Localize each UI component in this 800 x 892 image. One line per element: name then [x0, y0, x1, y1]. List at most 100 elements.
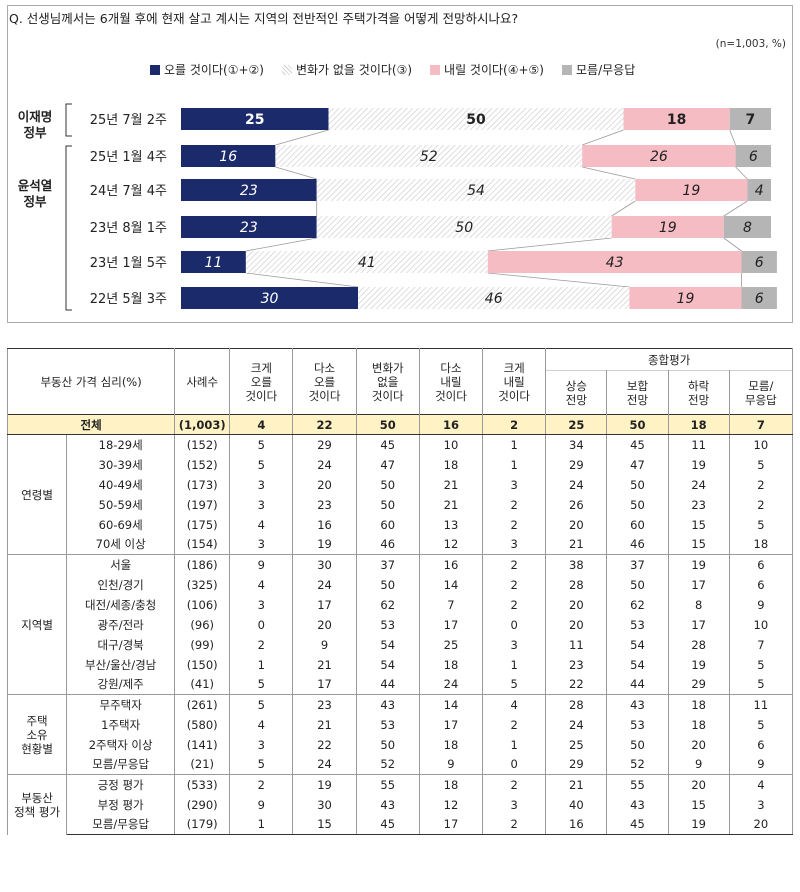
table-cell: 43 [355, 794, 420, 815]
row-label: 무주택자 [66, 694, 176, 715]
question-text: Q. 선생님께서는 6개월 후에 현재 살고 계시는 지역의 전반적인 주택가격… [9, 11, 519, 26]
table-cell: 9 [667, 754, 730, 775]
table-cell: 21 [418, 474, 484, 495]
row-label: 50-59세 [66, 494, 176, 515]
table-cell: 5 [229, 754, 294, 775]
table-cell: 3 [728, 794, 794, 815]
table-cell: 18 [667, 714, 730, 735]
table-cell: 43 [606, 694, 669, 715]
category-label: 23년 8월 1주 [90, 221, 167, 236]
table-cell: (173) [174, 474, 231, 495]
table-cell: 50 [606, 574, 669, 595]
table-cell: 1 [482, 454, 547, 475]
connector-line [582, 129, 624, 146]
table-cell: (186) [174, 554, 231, 575]
table-cell: 15 [667, 794, 730, 815]
table-cell: 53 [606, 614, 669, 635]
table-cell: 3 [229, 494, 294, 515]
header-cell: 사례수 [174, 348, 231, 415]
category-label: 25년 1월 4주 [90, 150, 167, 165]
table-cell: 11 [545, 634, 608, 655]
table-cell: 60 [606, 514, 669, 535]
table-cell: 25 [545, 414, 608, 435]
table-cell: 17 [418, 614, 484, 635]
table-cell: 3 [229, 734, 294, 755]
table-cell: 2 [482, 554, 547, 575]
table-cell: 47 [355, 454, 420, 475]
table-cell: 8 [667, 594, 730, 615]
table-cell: 50 [606, 414, 669, 435]
table-cell: (154) [174, 534, 231, 555]
table-cell: 45 [606, 434, 669, 455]
table-cell: 9 [292, 634, 357, 655]
bar-segment [358, 287, 630, 309]
table-cell: 18 [418, 774, 484, 795]
row-label: 대구/경북 [66, 634, 176, 655]
table-cell: 0 [229, 614, 294, 635]
table-cell: 23 [545, 654, 608, 675]
table-row: 강원/제주 (41) 5 17 44 24 5 22 44 29 5 [8, 674, 794, 695]
stacked-bar-chart: 25 50 18 7 25년 7월 2주 16 52 26 6 25년 1월 4주 23 54 19 4 2… [18, 103, 777, 311]
table-cell: 13 [418, 514, 484, 535]
group-bracket [65, 145, 72, 311]
table-cell: 53 [606, 714, 669, 735]
bar-segment [723, 216, 771, 238]
legend-item-dk: 모름/무응답 [561, 61, 635, 78]
table-cell: 9 [229, 554, 294, 575]
row-label: 광주/전라 [66, 614, 176, 635]
table-cell: 45 [355, 434, 420, 455]
table-cell: 11 [667, 434, 730, 455]
table-cell: (150) [174, 654, 231, 675]
table-cell: 9 [728, 754, 794, 775]
table-cell: 9 [229, 794, 294, 815]
table-cell: 2 [482, 414, 547, 435]
group-label: 주택 소유 현황별 [6, 694, 68, 775]
header-cell: 부동산 가격 심리(%) [6, 348, 176, 415]
table-cell: 11 [728, 694, 794, 715]
group-label: 지역별 [6, 554, 68, 695]
data-label: 6 [755, 291, 764, 307]
table-cell: 37 [355, 554, 420, 575]
table-cell: 4 [482, 694, 547, 715]
table-cell: 30 [292, 794, 357, 815]
table-cell: 17 [667, 574, 730, 595]
table-cell: 46 [355, 534, 420, 555]
table-cell: 1 [482, 434, 547, 455]
table-cell: 4 [728, 774, 794, 795]
row-label: 18-29세 [66, 434, 176, 455]
table-cell: (179) [174, 814, 231, 835]
row-label: 60-69세 [66, 514, 176, 535]
table-cell: (580) [174, 714, 231, 735]
chart-legend: 오를 것이다(①+②) 변화가 없을 것이다(③) 내릴 것이다(④+⑤) 모름… [150, 61, 635, 78]
table-header-row: 부동산 가격 심리(%) 사례수 크게 오를 것이다 다소 오를 것이다 변화가 없을 것이다 다소 내… [6, 348, 793, 415]
table-cell: 24 [292, 754, 357, 775]
table-cell: 30 [292, 554, 357, 575]
table-cell: 17 [667, 614, 730, 635]
table-cell: (533) [174, 774, 231, 795]
table-cell: 53 [355, 614, 420, 635]
table-cell: 9 [728, 594, 794, 615]
header-cell: 보합 전망 [606, 370, 669, 415]
bar-segment [181, 179, 317, 201]
row-label: 서울 [66, 554, 176, 575]
table-cell: 7 [728, 414, 794, 435]
table-cell: 29 [667, 674, 730, 695]
table-row: 모름/무응답 (21) 5 24 52 9 0 29 52 9 9 [8, 754, 794, 775]
table-cell: 52 [355, 754, 420, 775]
table-cell: 50 [355, 414, 420, 435]
chart-panel [7, 5, 793, 323]
table-cell: 23 [667, 494, 730, 515]
data-label: 30 [261, 291, 279, 307]
table-cell: 54 [606, 634, 669, 655]
connector-line [582, 166, 636, 180]
table-cell: 54 [355, 654, 420, 675]
table-cell: 3 [229, 594, 294, 615]
table-cell: 17 [292, 594, 357, 615]
connector-line [487, 272, 630, 288]
table-cell: 2 [482, 594, 547, 615]
header-cell: 크게 오를 것이다 [229, 348, 294, 415]
bar-segment [729, 108, 771, 130]
table-cell: 62 [606, 594, 669, 615]
table-cell: 19 [667, 454, 730, 475]
table-cell: 16 [545, 814, 608, 835]
